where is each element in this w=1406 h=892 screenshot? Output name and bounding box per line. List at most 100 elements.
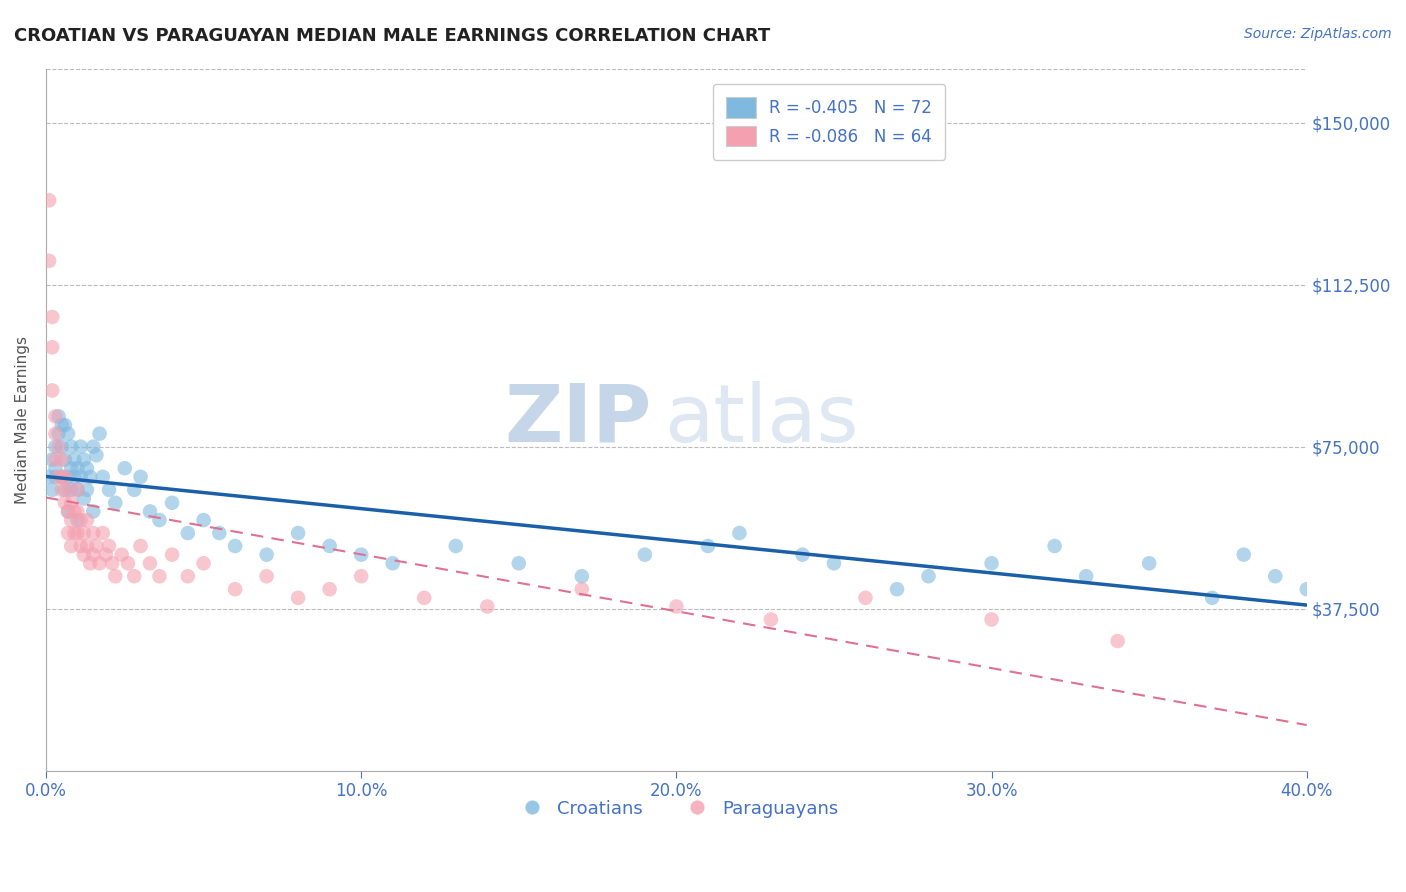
Point — [48, 409, 70, 424]
Point — [76, 483, 98, 497]
Point — [82, 504, 104, 518]
Point — [82, 548, 104, 562]
Point — [53, 417, 76, 432]
Point — [56, 504, 79, 518]
Point — [160, 496, 183, 510]
Text: CROATIAN VS PARAGUAYAN MEDIAN MALE EARNINGS CORRELATION CHART: CROATIAN VS PARAGUAYAN MEDIAN MALE EARNI… — [14, 27, 770, 45]
Point — [413, 591, 436, 605]
Text: atlas: atlas — [664, 381, 858, 458]
Point — [1201, 591, 1223, 605]
Point — [60, 461, 83, 475]
Point — [122, 483, 145, 497]
Point — [98, 483, 121, 497]
Point — [759, 612, 782, 626]
Point — [60, 440, 83, 454]
Point — [79, 470, 101, 484]
Point — [56, 483, 79, 497]
Point — [1233, 548, 1256, 562]
Point — [51, 440, 73, 454]
Point — [917, 569, 939, 583]
Point — [76, 539, 98, 553]
Point — [44, 409, 66, 424]
Point — [177, 526, 200, 541]
Point — [86, 539, 108, 553]
Point — [51, 452, 73, 467]
Point — [139, 504, 162, 518]
Point — [53, 483, 76, 497]
Point — [53, 496, 76, 510]
Point — [980, 612, 1002, 626]
Point — [73, 548, 96, 562]
Point — [1137, 556, 1160, 570]
Point — [122, 569, 145, 583]
Point — [318, 582, 340, 597]
Point — [193, 556, 215, 570]
Point — [63, 452, 86, 467]
Point — [91, 526, 114, 541]
Point — [256, 569, 278, 583]
Legend: Croatians, Paraguayans: Croatians, Paraguayans — [506, 792, 846, 825]
Point — [256, 548, 278, 562]
Point — [48, 440, 70, 454]
Point — [350, 548, 373, 562]
Point — [177, 569, 200, 583]
Point — [1074, 569, 1097, 583]
Point — [160, 548, 183, 562]
Point — [98, 539, 121, 553]
Point — [82, 526, 104, 541]
Point — [60, 539, 83, 553]
Point — [634, 548, 657, 562]
Point — [79, 556, 101, 570]
Point — [82, 440, 104, 454]
Point — [69, 539, 91, 553]
Point — [51, 417, 73, 432]
Point — [224, 582, 246, 597]
Point — [193, 513, 215, 527]
Point — [63, 470, 86, 484]
Point — [44, 440, 66, 454]
Point — [56, 426, 79, 441]
Point — [66, 483, 89, 497]
Point — [94, 548, 117, 562]
Point — [104, 496, 127, 510]
Point — [56, 504, 79, 518]
Point — [1107, 634, 1129, 648]
Point — [63, 526, 86, 541]
Point — [41, 483, 63, 497]
Point — [48, 470, 70, 484]
Point — [73, 526, 96, 541]
Point — [350, 569, 373, 583]
Point — [69, 513, 91, 527]
Point — [855, 591, 877, 605]
Point — [139, 556, 162, 570]
Point — [51, 470, 73, 484]
Point — [56, 470, 79, 484]
Text: Source: ZipAtlas.com: Source: ZipAtlas.com — [1244, 27, 1392, 41]
Point — [51, 483, 73, 497]
Point — [76, 513, 98, 527]
Point — [66, 513, 89, 527]
Point — [208, 526, 231, 541]
Point — [148, 569, 170, 583]
Point — [48, 426, 70, 441]
Point — [41, 340, 63, 354]
Point — [104, 569, 127, 583]
Point — [86, 448, 108, 462]
Point — [665, 599, 688, 614]
Point — [69, 470, 91, 484]
Point — [477, 599, 499, 614]
Point — [101, 556, 124, 570]
Point — [444, 539, 467, 553]
Point — [89, 426, 111, 441]
Point — [60, 513, 83, 527]
Point — [823, 556, 845, 570]
Point — [1264, 569, 1286, 583]
Point — [60, 496, 83, 510]
Point — [38, 253, 60, 268]
Point — [287, 591, 309, 605]
Y-axis label: Median Male Earnings: Median Male Earnings — [15, 335, 30, 504]
Point — [148, 513, 170, 527]
Point — [129, 539, 152, 553]
Point — [287, 526, 309, 541]
Point — [44, 426, 66, 441]
